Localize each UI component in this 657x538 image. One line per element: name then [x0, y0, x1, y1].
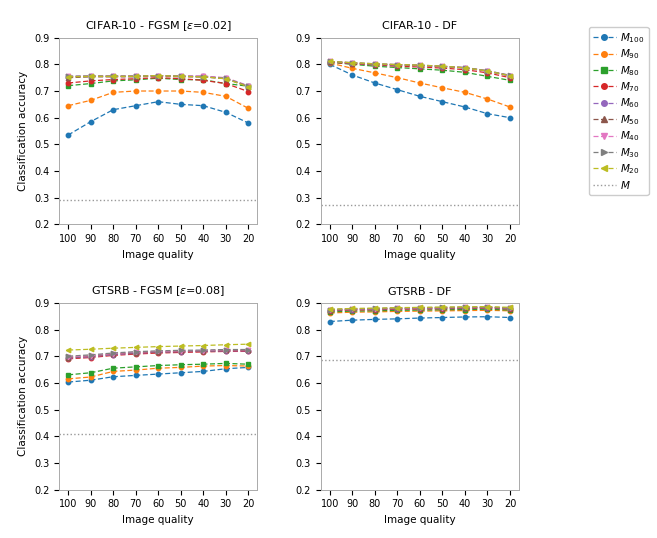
- X-axis label: Image quality: Image quality: [384, 250, 456, 260]
- Legend: $M_{100}$, $M_{90}$, $M_{80}$, $M_{70}$, $M_{60}$, $M_{50}$, $M_{40}$, $M_{30}$,: $M_{100}$, $M_{90}$, $M_{80}$, $M_{70}$,…: [589, 27, 648, 195]
- Title: CIFAR-10 - FGSM [$\varepsilon$=0.02]: CIFAR-10 - FGSM [$\varepsilon$=0.02]: [85, 19, 232, 33]
- Title: CIFAR-10 - DF: CIFAR-10 - DF: [382, 22, 457, 31]
- Y-axis label: Classification accuracy: Classification accuracy: [18, 71, 28, 191]
- X-axis label: Image quality: Image quality: [122, 515, 194, 525]
- Y-axis label: Classification accuracy: Classification accuracy: [18, 336, 28, 456]
- X-axis label: Image quality: Image quality: [122, 250, 194, 260]
- X-axis label: Image quality: Image quality: [384, 515, 456, 525]
- Title: GTSRB - FGSM [$\varepsilon$=0.08]: GTSRB - FGSM [$\varepsilon$=0.08]: [91, 285, 225, 299]
- Title: GTSRB - DF: GTSRB - DF: [388, 287, 451, 296]
